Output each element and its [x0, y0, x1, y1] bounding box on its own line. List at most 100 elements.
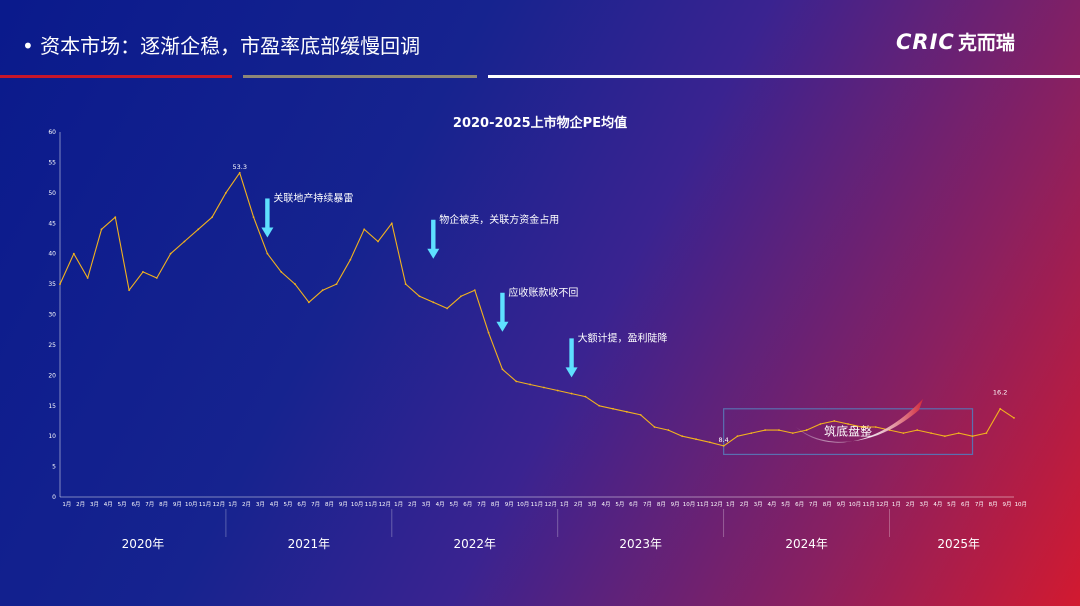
- x-month-label: 10月: [849, 501, 862, 508]
- x-month-label: 9月: [837, 501, 846, 508]
- x-month-label: 11月: [365, 501, 378, 508]
- pe-data-point: [667, 429, 670, 431]
- pe-data-point: [460, 295, 462, 298]
- annotation-label: 物企被卖，关联方资金占用: [439, 213, 559, 226]
- x-year-label: 2022年: [454, 537, 497, 551]
- x-month-label: 7月: [643, 501, 652, 508]
- pe-data-point: [681, 435, 684, 438]
- arrow-head: [261, 227, 274, 238]
- pe-data-point: [252, 216, 255, 219]
- pe-data-point: [307, 301, 310, 304]
- x-month-label: 4月: [767, 501, 776, 508]
- x-month-label: 3月: [754, 501, 763, 508]
- pe-data-point: [197, 228, 200, 231]
- arrow-shaft: [431, 219, 436, 250]
- x-month-label: 9月: [505, 501, 514, 508]
- y-tick-label: 0: [52, 494, 56, 501]
- x-month-label: 11月: [862, 501, 875, 508]
- pe-data-point: [418, 295, 421, 298]
- x-month-label: 11月: [697, 501, 710, 508]
- x-month-label: 12月: [213, 501, 226, 508]
- pe-data-point: [473, 289, 476, 292]
- pe-data-point: [294, 283, 296, 285]
- pe-data-point: [321, 289, 324, 292]
- x-month-label: 4月: [436, 501, 445, 508]
- x-year-label: 2025年: [937, 537, 980, 551]
- x-month-label: 6月: [961, 501, 970, 508]
- annotation-arrow-icon: [496, 292, 509, 332]
- pe-data-point: [432, 301, 435, 304]
- x-month-label: 2月: [242, 501, 251, 508]
- x-month-label: 1月: [726, 501, 735, 508]
- pe-data-point: [266, 252, 269, 255]
- logo-cn: 克而瑞: [957, 32, 1015, 54]
- x-month-label: 11月: [199, 501, 212, 508]
- pe-data-point: [819, 423, 822, 425]
- x-month-label: 8月: [657, 501, 666, 508]
- annotation-label: 应收账款收不回: [508, 286, 578, 299]
- pe-data-point: [584, 395, 587, 398]
- y-tick-label: 55: [48, 159, 56, 166]
- pe-data-point: [902, 432, 905, 435]
- pe-data-point: [791, 432, 794, 435]
- y-tick-label: 50: [48, 190, 56, 197]
- pe-data-point: [778, 429, 780, 431]
- x-month-label: 2月: [408, 501, 417, 508]
- x-month-label: 7月: [809, 501, 818, 508]
- x-month-label: 7月: [477, 501, 486, 508]
- x-month-label: 2月: [906, 501, 915, 508]
- x-month-label: 5月: [449, 501, 458, 508]
- consolidation-label: 筑底盘整: [824, 424, 872, 439]
- x-month-label: 12月: [379, 501, 392, 508]
- x-month-label: 3月: [90, 501, 99, 508]
- pe-data-point: [114, 216, 117, 219]
- annotation-arrow-icon: [427, 219, 440, 259]
- chart-title: 2020-2025上市物企PE均值: [452, 116, 628, 131]
- x-month-label: 2月: [740, 501, 749, 508]
- x-month-label: 10月: [351, 501, 364, 508]
- pe-data-point: [501, 368, 504, 371]
- pe-data-point: [128, 289, 131, 292]
- x-month-label: 9月: [1002, 501, 1011, 508]
- x-month-label: 11月: [531, 501, 544, 508]
- x-month-label: 10月: [185, 501, 198, 508]
- x-month-label: 5月: [781, 501, 790, 508]
- x-month-label: 9月: [173, 501, 182, 508]
- pe-data-point: [515, 380, 518, 383]
- x-month-label: 7月: [145, 501, 154, 508]
- pe-data-point: [169, 252, 172, 255]
- x-month-label: 8月: [823, 501, 832, 508]
- pe-data-point: [985, 432, 988, 435]
- pe-data-point: [695, 438, 697, 441]
- pe-data-point: [142, 271, 144, 273]
- divider-red: [0, 75, 232, 78]
- x-year-label: 2023年: [619, 537, 662, 551]
- pe-data-point: [529, 383, 531, 386]
- pe-data-point: [708, 441, 711, 444]
- x-month-label: 4月: [270, 501, 279, 508]
- x-month-label: 6月: [795, 501, 804, 508]
- peak-value-label: 8.4: [718, 436, 728, 444]
- arrow-shaft: [569, 338, 574, 369]
- y-tick-label: 20: [48, 372, 56, 379]
- consolidation-box: [723, 408, 974, 456]
- x-month-label: 6月: [297, 501, 306, 508]
- x-month-label: 2月: [76, 501, 85, 508]
- arrow-head: [427, 248, 440, 259]
- x-month-label: 12月: [710, 501, 723, 508]
- pe-data-point: [335, 283, 338, 285]
- y-tick-label: 5: [52, 464, 56, 471]
- cric-logo: CRIC 克而瑞: [896, 28, 1015, 55]
- x-month-label: 7月: [975, 501, 984, 508]
- pe-data-point: [570, 392, 573, 395]
- x-month-label: 5月: [615, 501, 624, 508]
- x-month-label: 3月: [920, 501, 929, 508]
- x-month-label: 5月: [284, 501, 293, 508]
- pe-data-point: [861, 426, 863, 428]
- x-month-label: 8月: [325, 501, 334, 508]
- x-month-label: 1月: [560, 501, 569, 508]
- x-month-label: 8月: [989, 501, 998, 508]
- arrow-shaft: [265, 198, 270, 229]
- pe-data-point: [72, 252, 75, 255]
- y-tick-label: 30: [48, 312, 56, 319]
